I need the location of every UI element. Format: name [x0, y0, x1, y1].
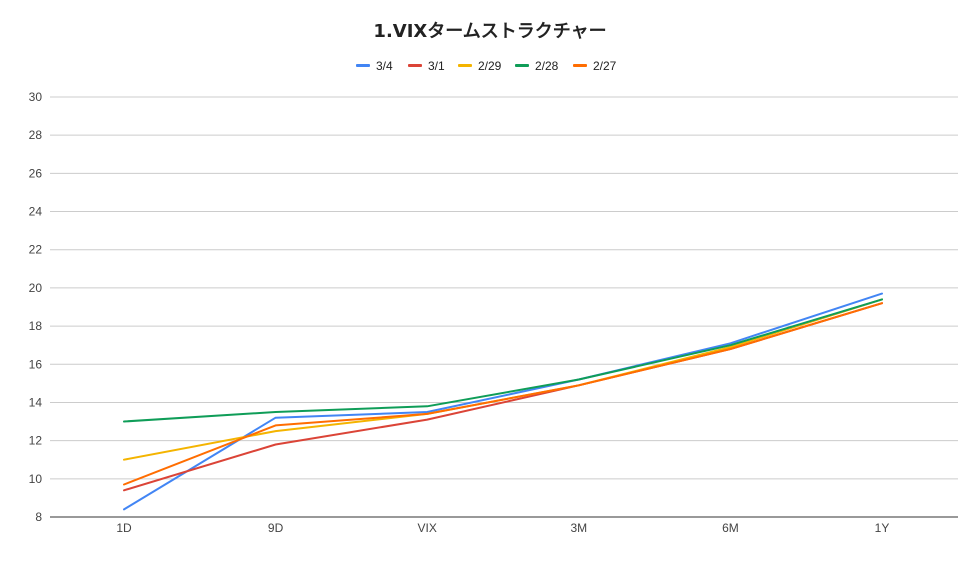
x-tick-label: 3M [570, 521, 587, 535]
y-tick-label: 16 [29, 357, 43, 371]
x-tick-label: 1Y [875, 521, 890, 535]
legend-swatch [515, 64, 529, 67]
y-tick-label: 22 [29, 243, 43, 257]
y-tick-label: 8 [35, 510, 42, 524]
y-tick-label: 24 [29, 205, 43, 219]
y-tick-label: 18 [29, 319, 43, 333]
gridlines [50, 96, 958, 480]
legend-swatch [573, 64, 587, 67]
legend-swatch [356, 64, 370, 67]
legend-label: 2/27 [593, 59, 617, 73]
chart-title: 1.VIXタームストラクチャー [373, 21, 606, 42]
x-tick-label: 9D [268, 521, 284, 535]
legend-label: 2/29 [478, 59, 502, 73]
x-tick-label: 6M [722, 521, 739, 535]
y-tick-label: 10 [29, 472, 43, 486]
series-line-2-29 [123, 298, 883, 461]
legend-swatch [458, 64, 472, 67]
y-tick-label: 14 [29, 395, 43, 409]
y-tick-label: 30 [29, 90, 43, 104]
legend-label: 3/1 [428, 59, 445, 73]
series-lines [123, 292, 883, 511]
series-line-2-28 [123, 298, 883, 423]
legend: 3/4 3/1 2/29 2/28 2/27 [356, 59, 617, 73]
legend-label: 2/28 [535, 59, 559, 73]
x-tick-label: 1D [116, 521, 132, 535]
y-tick-label: 12 [29, 434, 43, 448]
y-tick-label: 20 [29, 281, 43, 295]
x-tick-label: VIX [418, 521, 437, 535]
series-line-3-4 [123, 292, 883, 511]
series-line-2-27 [123, 302, 883, 486]
legend-label: 3/4 [376, 59, 393, 73]
y-tick-label: 28 [29, 128, 43, 142]
x-axis-ticks: 1D 9D VIX 3M 6M 1Y [116, 521, 889, 535]
legend-swatch [408, 64, 422, 67]
y-tick-label: 26 [29, 166, 43, 180]
y-axis-ticks: 8 10 12 14 16 18 20 22 24 26 28 30 [29, 90, 43, 524]
